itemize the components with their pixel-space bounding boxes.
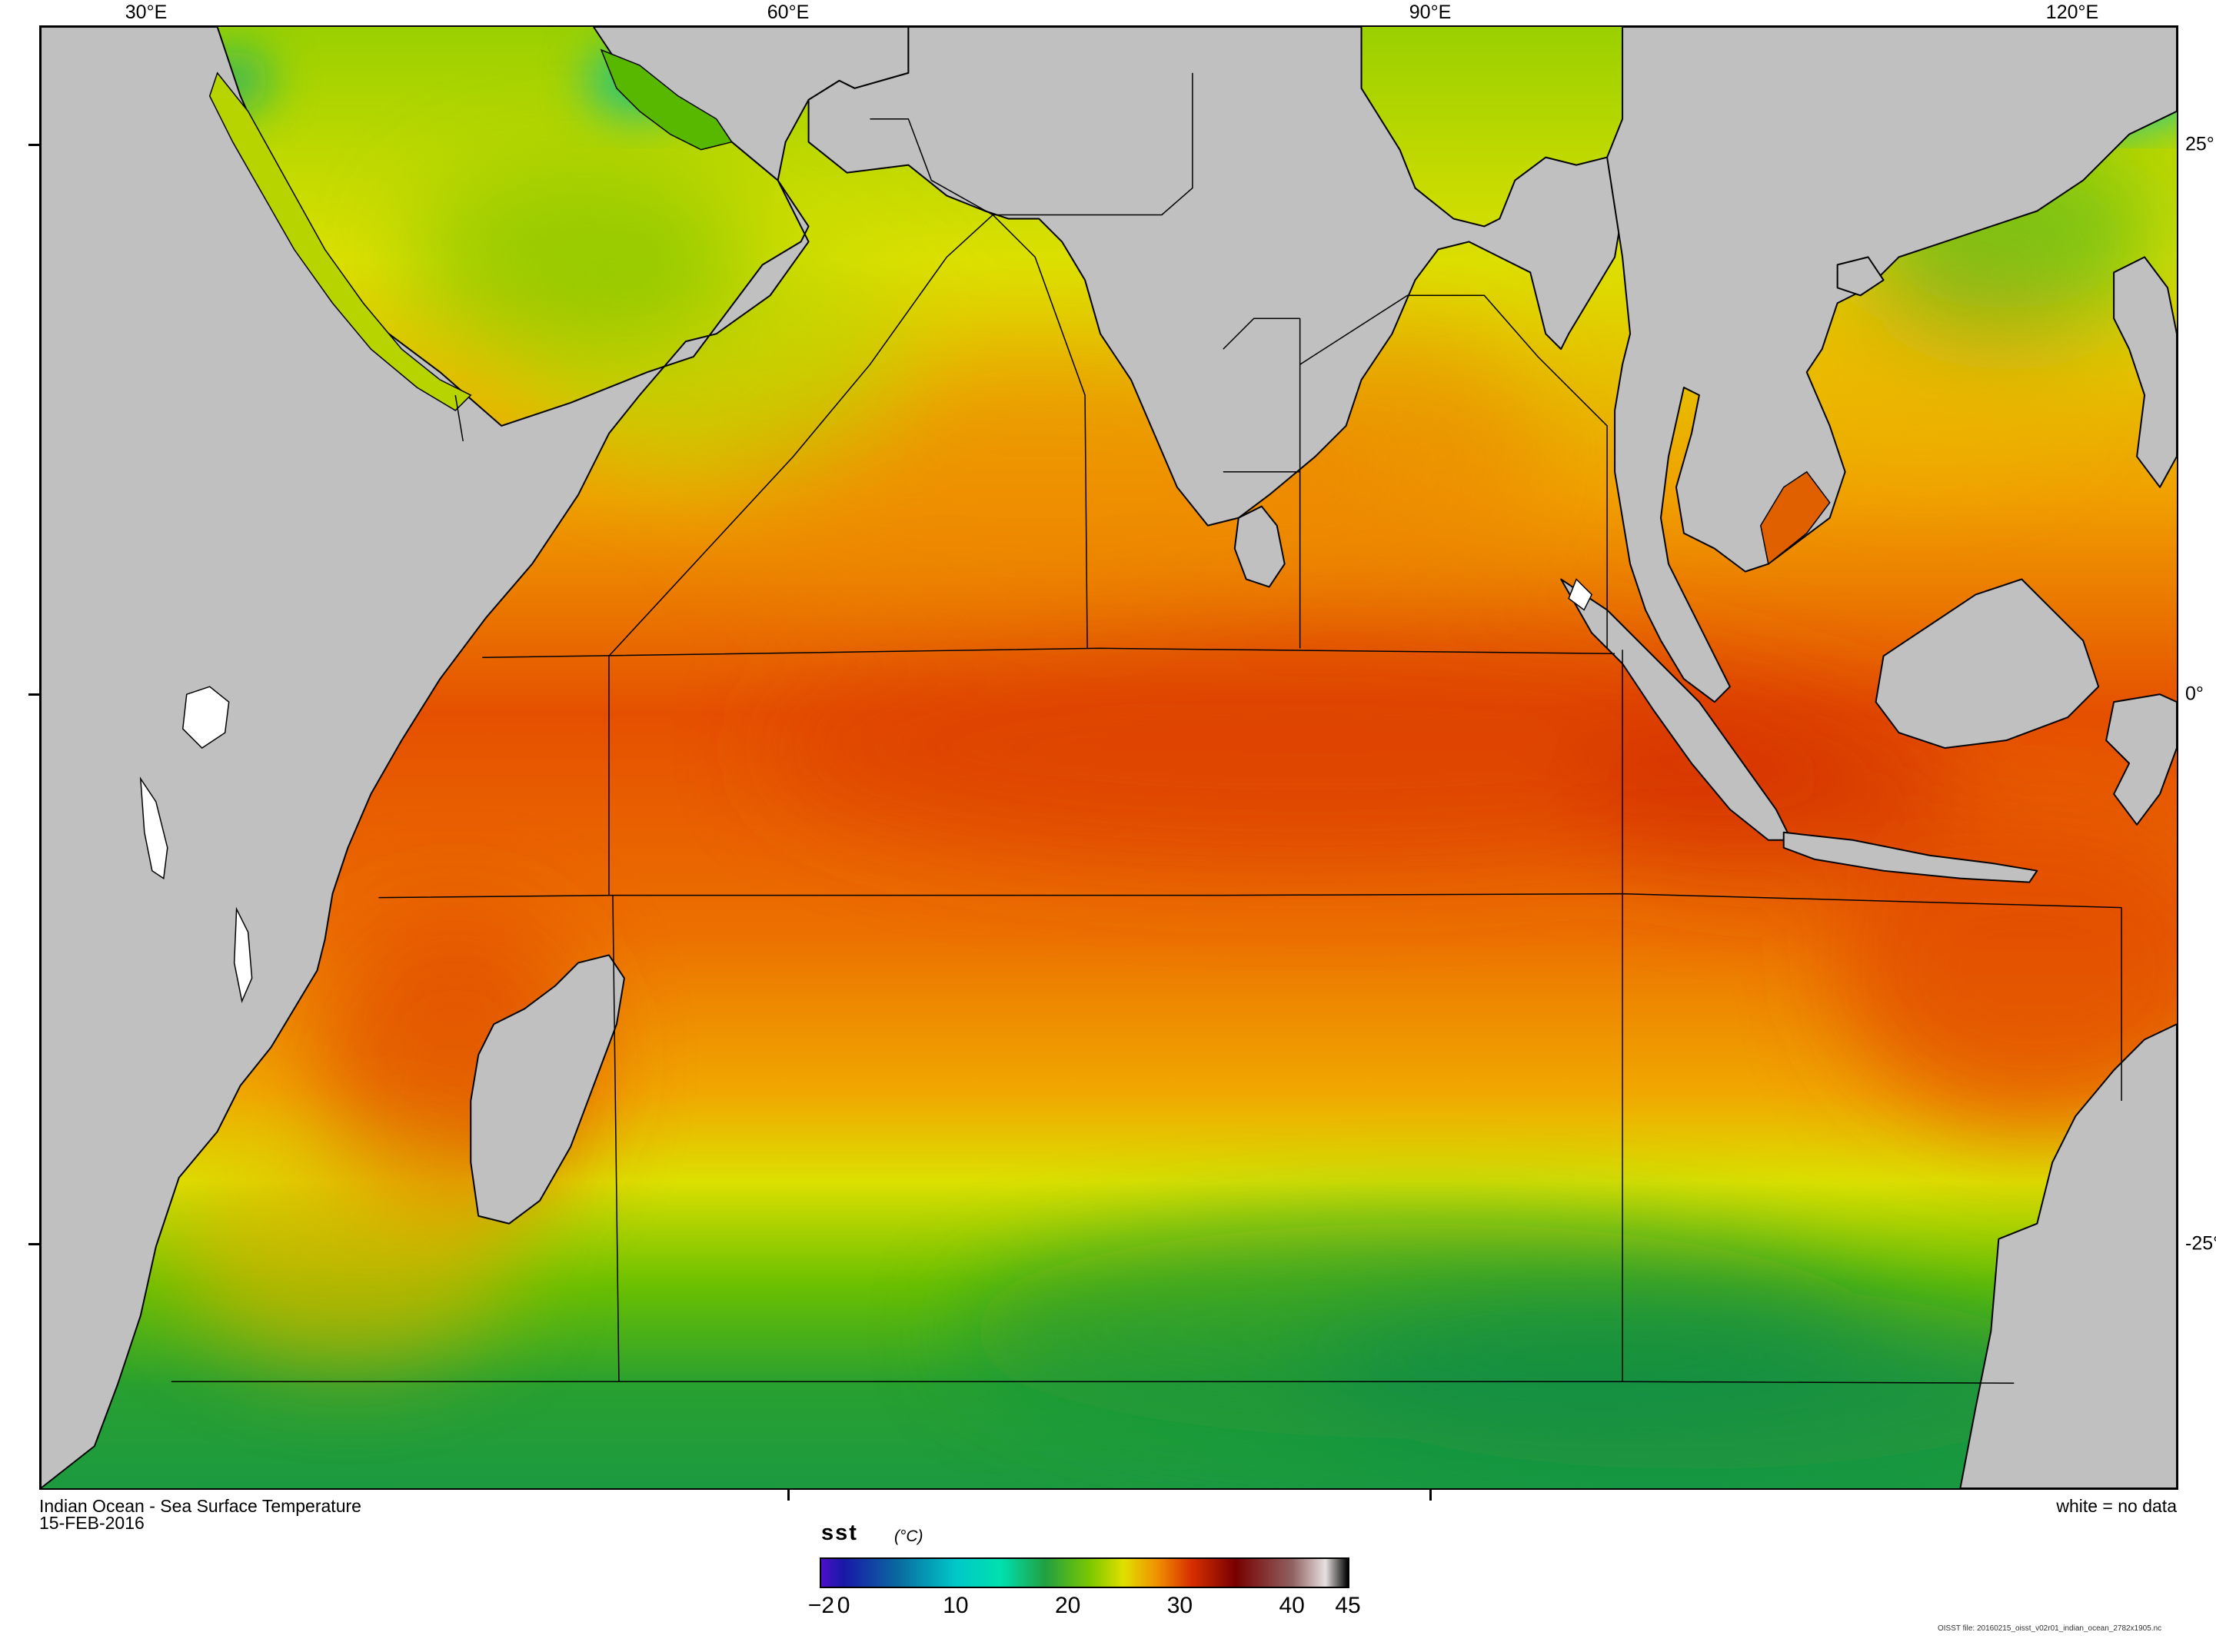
boundary-line [171,1381,2015,1384]
gulf-of-thailand [1759,470,1831,565]
land-borneo [1875,578,2100,750]
lat-tick-left-25s [28,1243,39,1245]
no-data-lake-toba [1568,578,1593,611]
lat-label-0: 0° [2185,683,2204,705]
no-data-lake-malawi [233,906,253,1003]
file-note: OISST file: 20160215_oisst_v02r01_indian… [1938,1624,2162,1633]
lon-label-30e: 30°E [125,2,168,23]
lon-tick-bottom-60e [787,1490,790,1501]
boundary-line [608,256,947,656]
land-south-asia [807,27,1624,527]
no-data-areas [139,578,1593,1003]
colorbar-unit-label: (°C) [894,1527,923,1545]
land-africa-arabia [41,27,910,1488]
colorbar-tick-label: 40 [1279,1593,1305,1618]
boundary-line [946,72,1193,258]
colorbar-tick-label: −2 [807,1593,835,1618]
boundary-line [870,118,993,216]
colorbar-tick-label: 10 [943,1593,969,1618]
sst-map[interactable] [39,25,2178,1490]
inland-seas [208,48,1831,565]
sst-map-canvas [41,27,2177,1488]
map-title: Indian Ocean - Sea Surface Temperature [39,1496,361,1516]
colorbar-variable-label: sst [821,1521,858,1545]
boundary-line [482,647,1615,659]
boundary-line [454,394,464,441]
lat-tick-left-0 [28,693,39,696]
boundary-line [378,892,2122,909]
lon-label-120e: 120°E [2045,2,2099,23]
land-madagascar [470,954,625,1225]
land [41,27,2177,1488]
no-data-note: white = no data [2056,1496,2177,1516]
boundary-line [992,214,1088,649]
land-sulawesi [2105,693,2177,826]
persian-gulf [600,48,733,151]
colorbar-tick-label: 30 [1166,1593,1193,1618]
colorbar [820,1557,1349,1588]
sst-anomaly-patches [178,141,2177,1470]
red-sea [208,71,472,411]
boundary-line [1299,294,1608,649]
boundary-line [612,895,620,1382]
land-sri-lanka [1233,505,1286,588]
colorbar-tick-label: 20 [1054,1593,1081,1618]
colorbar-tick-label: 45 [1335,1593,1361,1618]
land-australia [1959,1023,2177,1488]
colorbar-tick-label: 0 [837,1593,850,1618]
land-sumatra [1560,578,1792,841]
region-boundaries [171,72,2122,1384]
lat-label-25s: -25° [2185,1232,2216,1255]
lon-label-60e: 60°E [767,2,810,23]
land-java [1782,831,2038,883]
land-philippines [2113,256,2177,488]
map-date: 15-FEB-2016 [39,1513,145,1533]
land-hainan [1836,256,1885,297]
land-se-asia [1606,27,2177,703]
no-data-lake-tanganyika [139,776,168,879]
lon-label-90e: 90°E [1409,2,1452,23]
lon-tick-bottom-90e [1429,1490,1432,1501]
lat-label-25n: 25° [2185,133,2214,155]
lat-tick-left-25n [28,144,39,146]
boundary-line [1223,317,1300,350]
no-data-lake-victoria [181,686,230,749]
